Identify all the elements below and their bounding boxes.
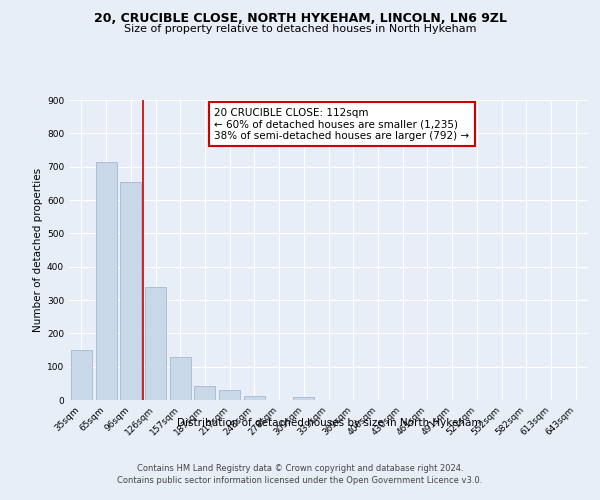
Text: Size of property relative to detached houses in North Hykeham: Size of property relative to detached ho… xyxy=(124,24,476,34)
Bar xyxy=(293,396,314,400)
Bar xyxy=(95,162,116,400)
Bar xyxy=(194,386,215,400)
Text: 20 CRUCIBLE CLOSE: 112sqm
← 60% of detached houses are smaller (1,235)
38% of se: 20 CRUCIBLE CLOSE: 112sqm ← 60% of detac… xyxy=(214,108,469,140)
Bar xyxy=(170,356,191,400)
Text: Contains HM Land Registry data © Crown copyright and database right 2024.: Contains HM Land Registry data © Crown c… xyxy=(137,464,463,473)
Text: Contains public sector information licensed under the Open Government Licence v3: Contains public sector information licen… xyxy=(118,476,482,485)
Bar xyxy=(145,286,166,400)
Text: 20, CRUCIBLE CLOSE, NORTH HYKEHAM, LINCOLN, LN6 9ZL: 20, CRUCIBLE CLOSE, NORTH HYKEHAM, LINCO… xyxy=(94,12,506,26)
Y-axis label: Number of detached properties: Number of detached properties xyxy=(33,168,43,332)
Text: Distribution of detached houses by size in North Hykeham: Distribution of detached houses by size … xyxy=(176,418,481,428)
Bar xyxy=(120,182,141,400)
Bar xyxy=(244,396,265,400)
Bar xyxy=(219,390,240,400)
Bar xyxy=(71,350,92,400)
